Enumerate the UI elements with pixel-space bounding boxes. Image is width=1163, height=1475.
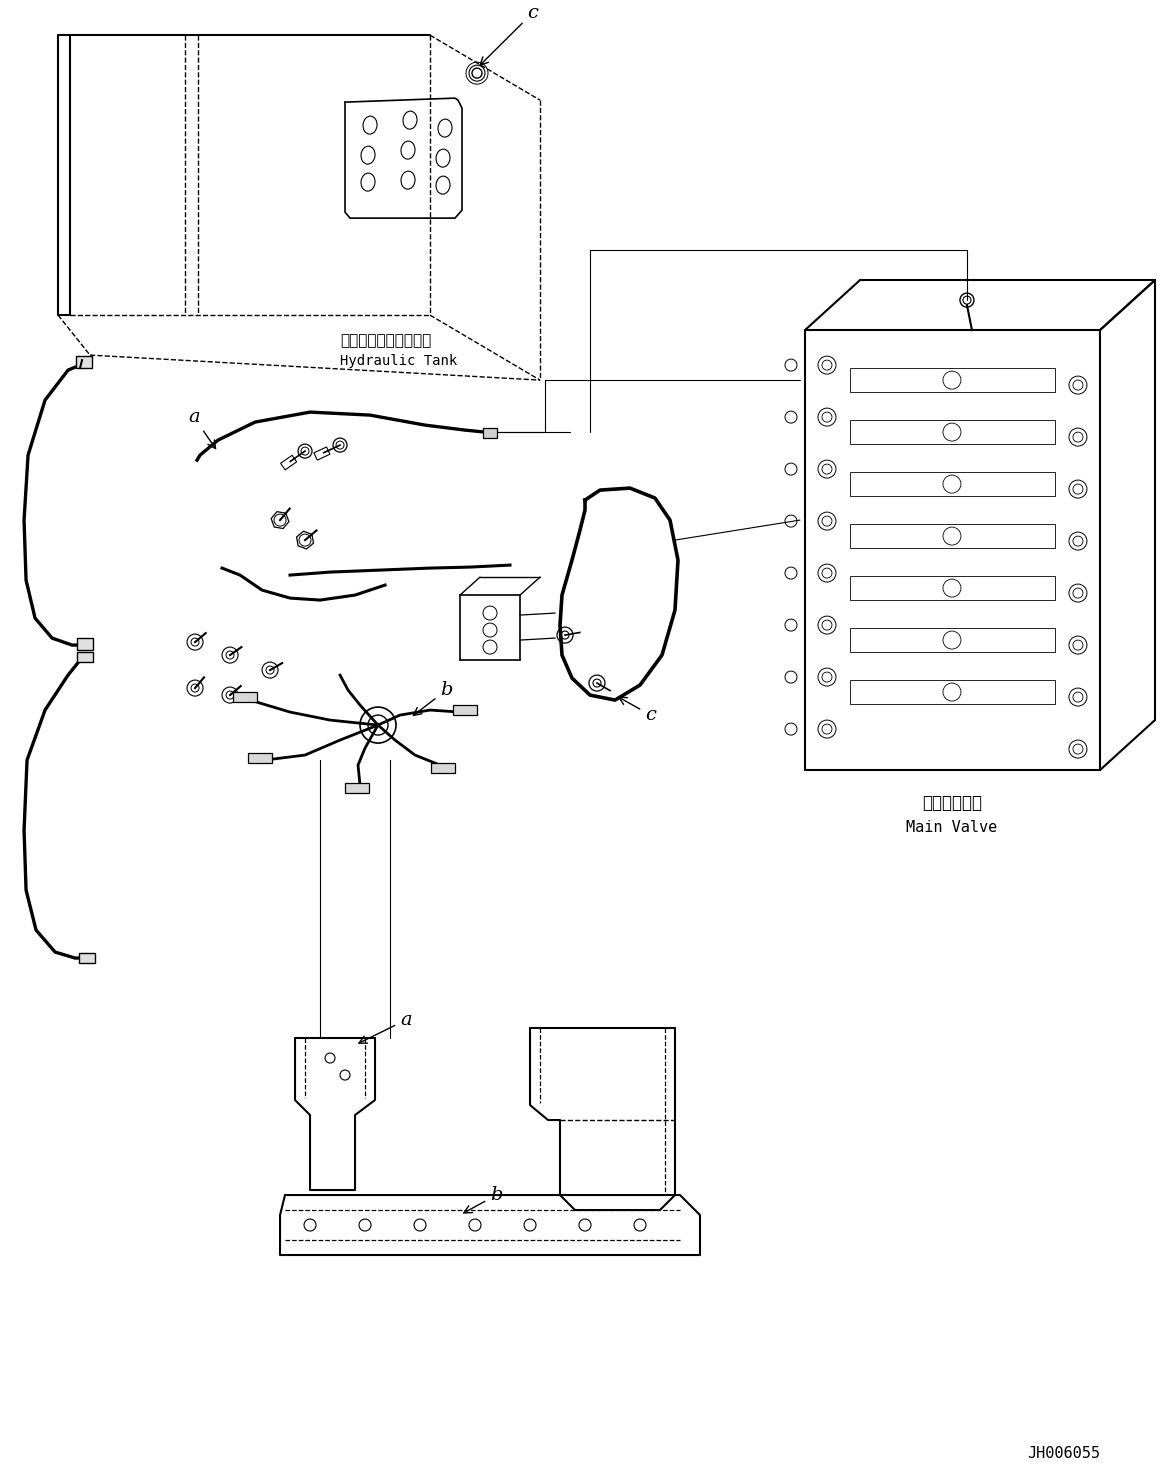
Bar <box>345 783 369 794</box>
Bar <box>454 705 477 715</box>
Bar <box>280 456 297 471</box>
Bar <box>850 472 1055 496</box>
Bar <box>77 652 93 662</box>
Bar <box>431 763 455 773</box>
Bar <box>850 524 1055 549</box>
Text: c: c <box>619 698 656 724</box>
Bar <box>850 369 1055 392</box>
Bar <box>850 628 1055 652</box>
Bar <box>850 680 1055 704</box>
Text: Main Valve: Main Valve <box>906 820 998 835</box>
Text: a: a <box>359 1010 412 1043</box>
Bar <box>77 639 93 650</box>
Text: JH006055: JH006055 <box>1027 1446 1100 1462</box>
Text: c: c <box>480 4 537 65</box>
Text: メインバルブ: メインバルブ <box>922 794 982 813</box>
Bar <box>314 447 330 460</box>
Bar <box>79 953 95 963</box>
Bar <box>248 754 272 763</box>
Text: b: b <box>413 681 452 715</box>
Bar <box>233 692 257 702</box>
Bar <box>850 577 1055 600</box>
Bar <box>850 420 1055 444</box>
Text: b: b <box>464 1186 502 1212</box>
Text: a: a <box>188 409 215 448</box>
Text: ハイドロリックタンク: ハイドロリックタンク <box>340 333 431 348</box>
Bar <box>76 355 92 369</box>
Text: Hydraulic Tank: Hydraulic Tank <box>340 354 457 369</box>
Bar <box>483 428 497 438</box>
